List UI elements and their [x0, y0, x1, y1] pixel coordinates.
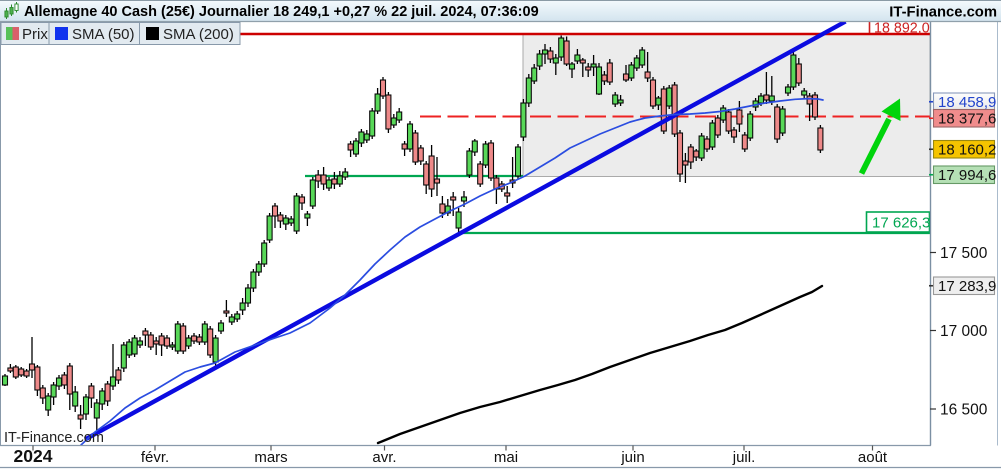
svg-text:18 892,0: 18 892,0 — [874, 21, 930, 37]
svg-text:Prix: Prix — [22, 26, 48, 43]
svg-text:août: août — [858, 449, 888, 466]
svg-text:SMA (50): SMA (50) — [72, 26, 135, 43]
svg-text:Allemagne 40 Cash (25€) Journa: Allemagne 40 Cash (25€) Journalier 18 24… — [24, 4, 539, 20]
svg-text:18 377,6: 18 377,6 — [938, 111, 996, 128]
svg-text:17 500: 17 500 — [940, 245, 988, 262]
svg-text:17 626,3: 17 626,3 — [872, 215, 930, 232]
svg-text:avr.: avr. — [372, 449, 396, 466]
svg-text:mars: mars — [254, 449, 287, 466]
svg-text:17 283,9: 17 283,9 — [938, 278, 996, 295]
svg-text:IT-Finance.com: IT-Finance.com — [4, 430, 104, 446]
svg-text:juin: juin — [620, 449, 644, 466]
svg-text:17 000: 17 000 — [940, 323, 988, 340]
svg-text:16 500: 16 500 — [940, 402, 988, 419]
svg-text:IT-Finance.com: IT-Finance.com — [889, 5, 997, 21]
svg-text:18 458,9: 18 458,9 — [938, 94, 996, 111]
svg-text:18 160,2: 18 160,2 — [938, 142, 996, 159]
svg-text:2024: 2024 — [14, 446, 53, 466]
svg-text:juil.: juil. — [732, 449, 756, 466]
svg-text:mai: mai — [494, 449, 518, 466]
svg-text:17 994,6: 17 994,6 — [938, 167, 996, 184]
svg-text:SMA (200): SMA (200) — [163, 26, 234, 43]
svg-text:févr.: févr. — [141, 449, 169, 466]
